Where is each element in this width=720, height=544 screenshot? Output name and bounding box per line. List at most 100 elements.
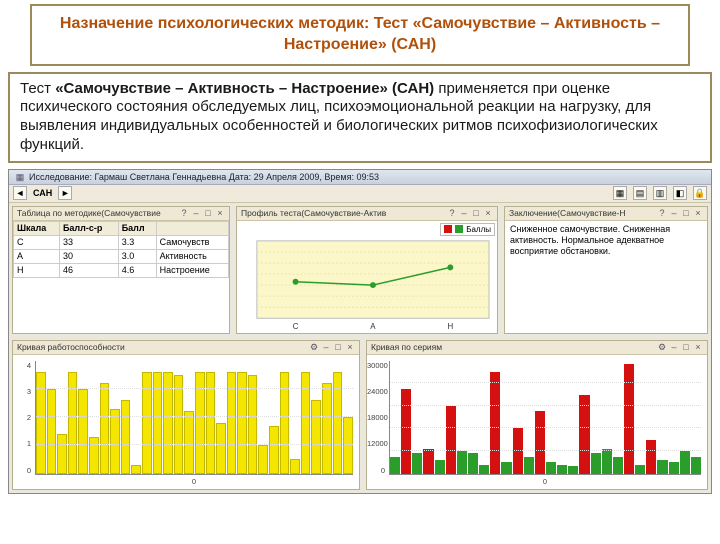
close-icon[interactable]: × xyxy=(693,342,703,352)
close-icon[interactable]: × xyxy=(345,342,355,352)
tool-prev[interactable]: ◄ xyxy=(13,186,27,200)
bar xyxy=(248,375,258,474)
panel-rg-title: Кривая по сериям xyxy=(371,342,655,352)
rg-bars xyxy=(389,361,701,475)
window-min-icon[interactable]: – xyxy=(191,208,201,218)
bar xyxy=(216,423,226,474)
app-toolbar: ◄ САН ► ▦ ▤ ▥ ◧ 🔒 xyxy=(9,185,711,203)
table-row: С333.3Самочувств xyxy=(14,235,229,249)
tool-d[interactable]: ◧ xyxy=(673,186,687,200)
rg-yaxis: 300002400018000120000 xyxy=(367,361,387,475)
table-header-row: ШкалаБалл-с-рБалл xyxy=(14,221,229,235)
svg-text:Н: Н xyxy=(447,322,453,331)
close-icon[interactable]: × xyxy=(693,208,703,218)
bar xyxy=(269,426,279,474)
tool-c[interactable]: ▥ xyxy=(653,186,667,200)
panel-yellow-title: Кривая работоспособности xyxy=(17,342,307,352)
bar xyxy=(290,459,300,473)
panel-profile: Профиль теста(Самочувствие-Актив ? – □ ×… xyxy=(236,206,498,334)
tool-next[interactable]: ► xyxy=(58,186,72,200)
close-icon[interactable]: × xyxy=(215,208,225,218)
conclusion-text: Сниженное самочувствие. Сниженная активн… xyxy=(505,221,707,333)
panel-yellow-bars: Кривая работоспособности ⚙ – □ × 43210 0 xyxy=(12,340,360,490)
window-max-icon[interactable]: □ xyxy=(203,208,213,218)
yellow-bars xyxy=(35,361,353,475)
panel-rg-bars: Кривая по сериям ⚙ – □ × 300002400018000… xyxy=(366,340,708,490)
profile-chart: САН Баллы xyxy=(237,221,497,333)
close-icon[interactable]: × xyxy=(483,208,493,218)
profile-svg: САН xyxy=(239,223,495,332)
window-min-icon[interactable]: – xyxy=(669,342,679,352)
bar xyxy=(110,409,120,474)
table-col: Балл-с-р xyxy=(59,221,118,235)
table-row: Н464.6Настроение xyxy=(14,263,229,277)
bar xyxy=(490,372,500,474)
yellow-chart: 43210 0 xyxy=(13,355,359,489)
toolbar-label: САН xyxy=(33,188,52,198)
rg-xaxis: 0 xyxy=(389,477,701,489)
bar xyxy=(322,383,332,473)
bar xyxy=(100,383,110,473)
window-min-icon[interactable]: – xyxy=(321,342,331,352)
slide-description: Тест «Самочувствие – Активность – Настро… xyxy=(20,80,700,155)
bar xyxy=(613,457,623,474)
bar xyxy=(579,395,589,474)
tool-a[interactable]: ▦ xyxy=(613,186,627,200)
bar xyxy=(57,434,67,474)
bar xyxy=(513,428,523,473)
panel-conclusion: Заключение(Самочувствие-Н ? – □ × Снижен… xyxy=(504,206,708,334)
table-tbody: С333.3СамочувствА303.0АктивностьН464.6На… xyxy=(14,235,229,277)
bar xyxy=(174,375,184,474)
window-help-icon[interactable]: ? xyxy=(179,208,189,218)
bar xyxy=(568,466,578,474)
window-max-icon[interactable]: □ xyxy=(471,208,481,218)
window-min-icon[interactable]: – xyxy=(669,208,679,218)
slide-title-box: Назначение психологических методик: Тест… xyxy=(30,4,690,66)
bar xyxy=(680,451,690,474)
tool-b[interactable]: ▤ xyxy=(633,186,647,200)
bar xyxy=(258,445,268,473)
bar xyxy=(535,411,545,473)
bar xyxy=(401,389,411,474)
table-col: Балл xyxy=(118,221,156,235)
bar xyxy=(468,453,478,473)
bar xyxy=(501,462,511,473)
gear-icon[interactable]: ⚙ xyxy=(657,342,667,352)
panel-conclusion-title: Заключение(Самочувствие-Н xyxy=(509,208,655,218)
app-titlebar: ▦ Исследование: Гармаш Светлана Геннадье… xyxy=(9,170,711,185)
table-col xyxy=(156,221,228,235)
window-max-icon[interactable]: □ xyxy=(681,208,691,218)
table-row: А303.0Активность xyxy=(14,249,229,263)
window-min-icon[interactable]: – xyxy=(459,208,469,218)
bar xyxy=(423,449,433,474)
yellow-xaxis: 0 xyxy=(35,477,353,489)
bar xyxy=(311,400,321,473)
profile-legend: Баллы xyxy=(440,223,495,236)
bar xyxy=(602,449,612,474)
panel-table-title: Таблица по методике(Самочувствие xyxy=(17,208,177,218)
bar xyxy=(591,453,601,473)
bar xyxy=(479,465,489,474)
bar xyxy=(557,465,567,474)
window-help-icon[interactable]: ? xyxy=(657,208,667,218)
window-help-icon[interactable]: ? xyxy=(447,208,457,218)
tool-lock[interactable]: 🔒 xyxy=(693,186,707,200)
bar xyxy=(184,411,194,473)
window-max-icon[interactable]: □ xyxy=(681,342,691,352)
legend-label: Баллы xyxy=(466,225,491,234)
yellow-yaxis: 43210 xyxy=(13,361,33,475)
bar xyxy=(635,465,645,474)
window-max-icon[interactable]: □ xyxy=(333,342,343,352)
bar xyxy=(546,462,556,473)
panel-table: Таблица по методике(Самочувствие ? – □ ×… xyxy=(12,206,230,334)
bar xyxy=(524,457,534,474)
data-table: ШкалаБалл-с-рБаллС333.3СамочувствА303.0А… xyxy=(13,221,229,278)
row-bottom: Кривая работоспособности ⚙ – □ × 43210 0… xyxy=(9,337,711,493)
rg-chart: 300002400018000120000 0 xyxy=(367,355,707,489)
slide-description-box: Тест «Самочувствие – Активность – Настро… xyxy=(8,72,712,163)
table-body: ШкалаБалл-с-рБаллС333.3СамочувствА303.0А… xyxy=(13,221,229,333)
bar xyxy=(47,389,57,474)
gear-icon[interactable]: ⚙ xyxy=(309,342,319,352)
legend-swatch-green xyxy=(455,225,463,233)
slide-title: Назначение психологических методик: Тест… xyxy=(44,14,676,56)
